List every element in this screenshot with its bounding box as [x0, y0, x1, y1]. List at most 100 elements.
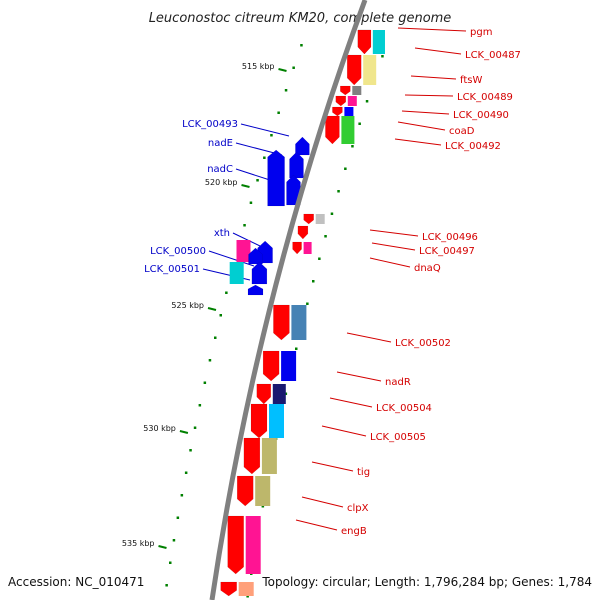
leader-lck_00487 — [414, 47, 462, 55]
minor-tick-right — [365, 100, 369, 103]
leader-dnaq — [369, 257, 411, 268]
gene-label-pgm[interactable]: pgm — [470, 27, 492, 38]
tick-label-520: 520 kbp — [205, 178, 238, 187]
gene-label-clpx[interactable]: clpX — [347, 503, 369, 514]
gene-label-lck_00504[interactable]: LCK_00504 — [376, 403, 432, 414]
leader-lck_00502 — [346, 332, 392, 343]
leader-lck_00505 — [321, 425, 367, 437]
cog-block-dnaq — [303, 242, 312, 254]
cds-reverse-lck_00493 — [295, 136, 310, 156]
minor-tick-right — [306, 302, 309, 305]
gene-label-lck_00493[interactable]: LCK_00493 — [182, 119, 238, 130]
gene-label-lck_00490[interactable]: LCK_00490 — [453, 110, 509, 121]
leader-tig — [311, 461, 354, 472]
cog-block-lck-00500 — [229, 262, 244, 284]
cds-forward-lck_00489 — [340, 85, 351, 96]
gene-label-nadc[interactable]: nadC — [207, 164, 233, 175]
cog-block-partial — [238, 582, 254, 596]
cds-forward-lck_00492 — [325, 115, 340, 145]
ruler-major-ticks: 515 kbp 520 kbp 525 kbp 530 kbp 535 kbp — [122, 62, 287, 549]
cds-forward-lck_00504 — [256, 383, 272, 405]
leader-lck_00496 — [369, 229, 419, 237]
cog-block-lck_00502 — [291, 305, 307, 340]
cds-forward-tig — [243, 437, 261, 475]
minor-tick-left — [184, 471, 188, 474]
gene-label-lck_00496[interactable]: LCK_00496 — [422, 232, 478, 243]
cds-forward-partial — [220, 581, 237, 597]
major-tick-525 — [207, 307, 217, 311]
gene-label-lck_00489[interactable]: LCK_00489 — [457, 92, 513, 103]
gene-label-tig[interactable]: tig — [357, 467, 370, 478]
cog-block-coad — [344, 107, 354, 116]
gene-label-lck_00497[interactable]: LCK_00497 — [419, 246, 475, 257]
minor-tick-right — [284, 392, 288, 395]
cds-forward-dnaq — [292, 241, 302, 255]
minor-tick-left — [277, 111, 280, 114]
cog-block-lck_00487 — [372, 30, 385, 54]
minor-tick-right — [381, 55, 384, 58]
leader-lck_00497 — [371, 242, 416, 251]
gene-label-lck_00505[interactable]: LCK_00505 — [370, 432, 426, 443]
minor-tick-left — [300, 44, 303, 47]
gene-label-lck_00487[interactable]: LCK_00487 — [465, 50, 521, 61]
cds-reverse-lck_00500 — [248, 247, 263, 265]
minor-tick-left — [263, 156, 266, 159]
major-tick-530 — [179, 430, 189, 434]
minor-tick-right — [330, 212, 334, 215]
minor-tick-right — [337, 190, 340, 193]
cog-block-clpx — [255, 476, 271, 506]
minor-tick-left — [256, 179, 259, 182]
cog-block-lck_00490 — [347, 96, 357, 106]
cds-forward-coad — [332, 106, 343, 117]
minor-tick-left — [243, 224, 246, 227]
cds-reverse-nade — [289, 151, 304, 179]
accession-text: Accession: NC_010471 — [8, 575, 144, 589]
leader-lck_00490 — [401, 110, 450, 115]
gene-label-nade[interactable]: nadE — [208, 138, 233, 149]
minor-tick-left — [249, 201, 253, 204]
leader-lck_00504 — [329, 397, 373, 408]
label-leader-lines — [202, 27, 467, 531]
gene-label-lck_00492[interactable]: LCK_00492 — [445, 141, 501, 152]
major-tick-515 — [278, 68, 287, 72]
gene-label-lck_00501[interactable]: LCK_00501 — [144, 264, 200, 275]
cds-reverse-small — [247, 284, 264, 296]
cog-color-blocks — [229, 30, 385, 596]
tick-label-535: 535 kbp — [122, 539, 155, 548]
cds-forward-lck_00505 — [250, 403, 268, 439]
gene-arrows — [220, 29, 372, 597]
cds-forward-engb — [227, 515, 244, 575]
minor-tick-left — [270, 134, 273, 137]
cog-block-ftsw — [363, 55, 377, 85]
cog-block-lck_00497 — [309, 226, 319, 239]
gene-label-lck_00500[interactable]: LCK_00500 — [150, 246, 206, 257]
major-tick-520 — [241, 184, 250, 188]
gene-label-coad[interactable]: coaD — [449, 126, 475, 137]
minor-tick-right — [324, 235, 327, 238]
cog-block-tig — [261, 438, 277, 474]
minor-tick-left — [208, 359, 212, 362]
gene-label-dnaq[interactable]: dnaQ — [414, 263, 441, 274]
minor-tick-right — [246, 595, 249, 598]
cds-forward-lck_00487 — [357, 29, 372, 55]
tick-label-515: 515 kbp — [242, 62, 275, 71]
tick-label-525: 525 kbp — [171, 301, 204, 310]
minor-tick-left — [198, 404, 202, 407]
gene-label-ftsw[interactable]: ftsW — [460, 75, 482, 86]
leader-engb — [295, 519, 338, 531]
minor-tick-left — [219, 314, 222, 317]
minor-tick-right — [318, 257, 321, 260]
gene-label-engb[interactable]: engB — [341, 526, 367, 537]
leader-lck_00492 — [394, 138, 442, 146]
gene-label-nadr[interactable]: nadR — [385, 377, 411, 388]
minor-tick-right — [358, 122, 361, 125]
cog-block-lck_00504 — [272, 384, 286, 404]
gene-label-xth[interactable]: xth — [214, 228, 230, 239]
tick-label-530: 530 kbp — [143, 424, 176, 433]
minor-tick-left — [172, 539, 176, 542]
minor-tick-left — [225, 291, 228, 294]
gene-label-lck_00502[interactable]: LCK_00502 — [395, 338, 451, 349]
minor-tick-left — [214, 336, 217, 339]
cds-forward-lck_00502 — [273, 304, 290, 341]
cds-forward-lck_00496 — [303, 213, 314, 225]
